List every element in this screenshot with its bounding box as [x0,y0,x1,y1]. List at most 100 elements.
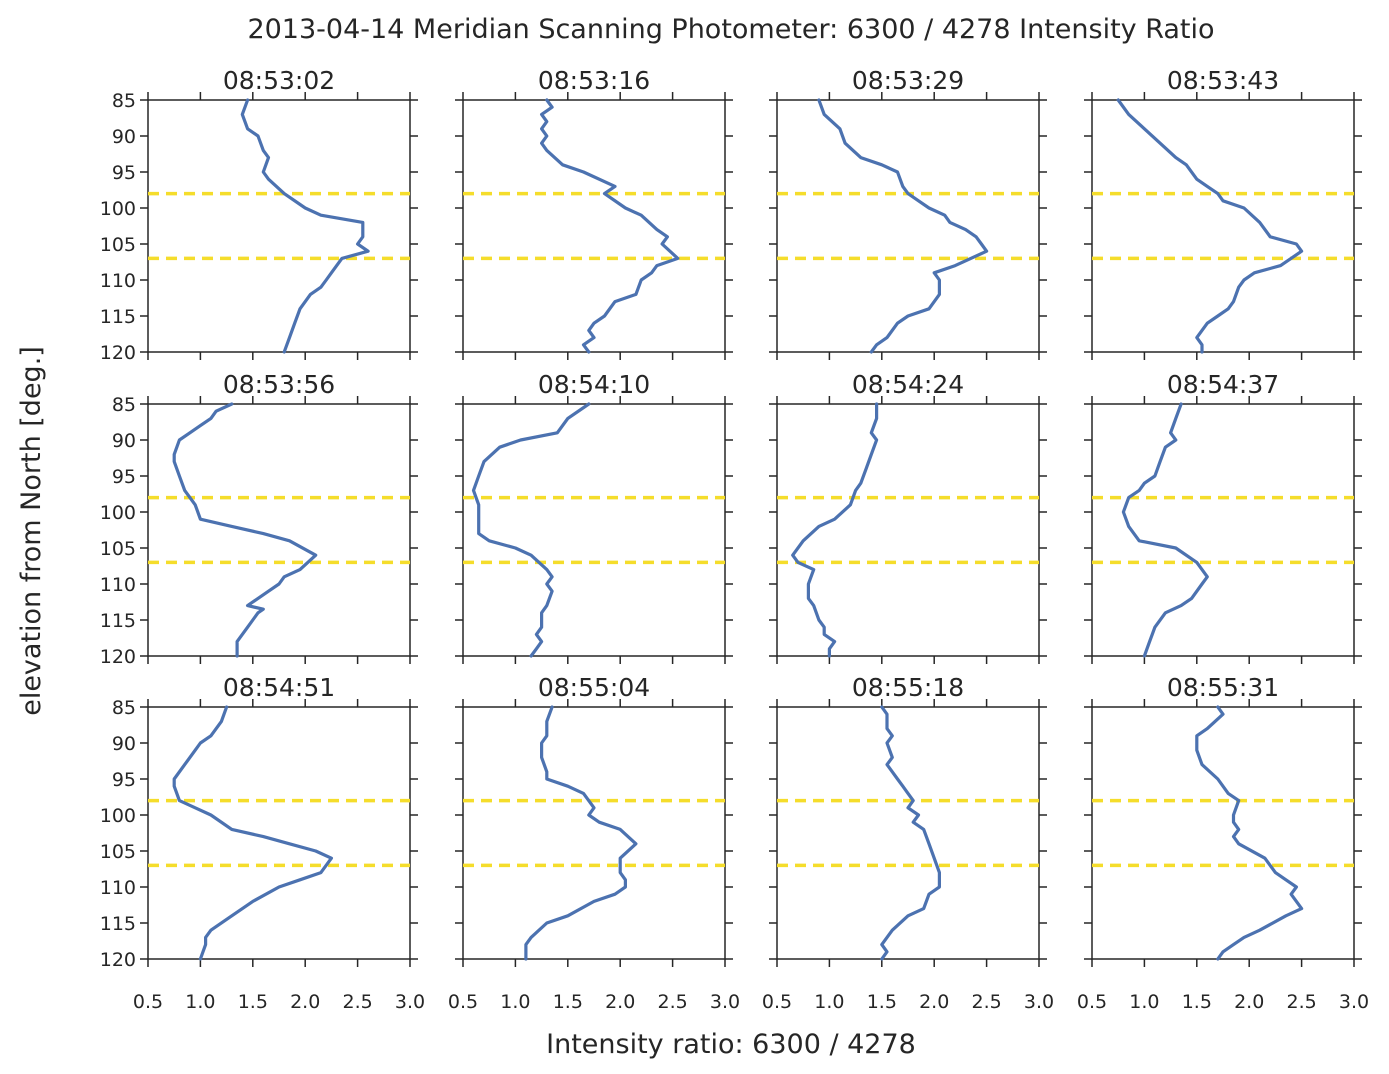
chart-title: 2013-04-14 Meridian Scanning Photometer:… [247,14,1214,45]
x-tick-label: 1.5 [1182,991,1212,1013]
panel-12: 0.5 1.0 1.5 2.0 2.5 3.0 08:55:31 [1077,673,1369,1013]
x-tick-label: 3.0 [710,991,740,1013]
x-tick-label: 0.5 [1077,991,1107,1013]
panel-frame [462,706,726,960]
panel-title: 08:53:43 [1167,66,1279,95]
x-tick-label: 1.5 [867,991,897,1013]
panel-frame [147,706,411,960]
panel-title: 08:54:51 [223,673,335,702]
y-tick-label: 100 [100,502,136,524]
panel-11: 0.5 1.0 1.5 2.0 2.5 3.0 08:55:18 [762,673,1054,1013]
panel-7: 08:54:24 [769,370,1047,664]
y-tick-label: 110 [100,877,136,899]
y-tick-label: 120 [100,342,136,364]
x-tick-label: 2.5 [971,991,1001,1013]
panel-frame [147,99,411,353]
y-tick-label: 95 [112,769,136,791]
series-line [880,705,941,961]
x-tick-label: 0.5 [133,991,163,1013]
series-line [1195,705,1304,961]
x-tick-label: 3.0 [395,991,425,1013]
x-tick-label: 1.0 [185,991,215,1013]
panel-frame [776,706,1040,960]
series-line [240,98,370,354]
x-tick-label: 3.0 [1024,991,1054,1013]
y-tick-label: 90 [112,733,136,755]
y-tick-label: 95 [112,162,136,184]
y-tick-label: 115 [100,913,136,935]
panel-title: 08:53:29 [852,66,964,95]
x-tick-label: 2.5 [342,991,372,1013]
x-tick-label: 0.5 [762,991,792,1013]
panel-title: 08:55:04 [538,673,650,702]
panel-10: 0.5 1.0 1.5 2.0 2.5 3.0 08:55:04 [448,673,740,1013]
y-tick-label: 105 [100,538,136,560]
series-line [817,98,989,354]
panel-title: 08:55:31 [1167,673,1279,702]
panel-title: 08:54:10 [538,370,650,399]
x-tick-label: 2.0 [605,991,635,1013]
series-line [1116,98,1304,354]
panel-frame [462,403,726,657]
panel-frame [1091,706,1355,960]
panel-grid: 85 90 95 100 105 110 115 120 08:53:02 08:53:16 08:… [100,66,1369,1013]
y-tick-label: 110 [100,270,136,292]
y-tick-label: 110 [100,574,136,596]
series-line [791,402,879,658]
x-tick-label: 2.5 [657,991,687,1013]
x-tick-label: 2.0 [919,991,949,1013]
series-line [524,705,638,961]
y-tick-label: 115 [100,610,136,632]
panel-frame [776,99,1040,353]
x-tick-label: 1.5 [238,991,268,1013]
series-line [471,402,591,658]
panel-title: 08:53:56 [223,370,335,399]
panel-8: 08:54:37 [1084,370,1362,664]
panel-9: 85 90 95 100 105 110 115 120 0.5 1.0 1.5 2.0 2.5 3.0 0… [100,673,425,1013]
y-tick-label: 85 [112,90,136,112]
y-tick-label: 120 [100,949,136,971]
panel-6: 08:54:10 [455,370,733,664]
panel-1: 85 90 95 100 105 110 115 120 08:53:02 [100,66,418,364]
panel-title: 08:54:37 [1167,370,1279,399]
x-tick-label: 2.5 [1286,991,1316,1013]
series-line [1121,402,1209,658]
y-tick-label: 90 [112,430,136,452]
x-tick-label: 1.0 [1129,991,1159,1013]
panel-frame [1091,403,1355,657]
series-line [540,98,680,354]
panel-2: 08:53:16 [455,66,733,360]
y-tick-label: 100 [100,805,136,827]
panel-title: 08:53:02 [223,66,335,95]
panel-5: 85 90 95 100 105 110 115 120 08:53:56 [100,370,418,668]
y-tick-label: 100 [100,198,136,220]
panel-title: 08:55:18 [852,673,964,702]
x-tick-label: 1.5 [553,991,583,1013]
y-tick-label: 95 [112,466,136,488]
series-line [172,402,318,658]
x-tick-label: 3.0 [1339,991,1369,1013]
x-tick-label: 0.5 [448,991,478,1013]
panel-frame [147,403,411,657]
panel-frame [1091,99,1355,353]
y-tick-label: 85 [112,697,136,719]
series-line [172,705,333,961]
panel-frame [462,99,726,353]
y-tick-label: 105 [100,234,136,256]
panel-4: 08:53:43 [1084,66,1362,360]
y-tick-label: 115 [100,306,136,328]
panel-title: 08:54:24 [852,370,964,399]
x-axis-label: Intensity ratio: 6300 / 4278 [546,1029,916,1060]
panel-title: 08:53:16 [538,66,650,95]
x-tick-label: 2.0 [1234,991,1264,1013]
y-axis-label: elevation from North [deg.] [16,346,47,716]
y-tick-label: 90 [112,126,136,148]
x-tick-label: 1.0 [814,991,844,1013]
y-tick-label: 105 [100,841,136,863]
x-tick-label: 2.0 [290,991,320,1013]
panel-frame [776,403,1040,657]
y-tick-label: 120 [100,646,136,668]
panel-3: 08:53:29 [769,66,1047,360]
y-tick-label: 85 [112,394,136,416]
